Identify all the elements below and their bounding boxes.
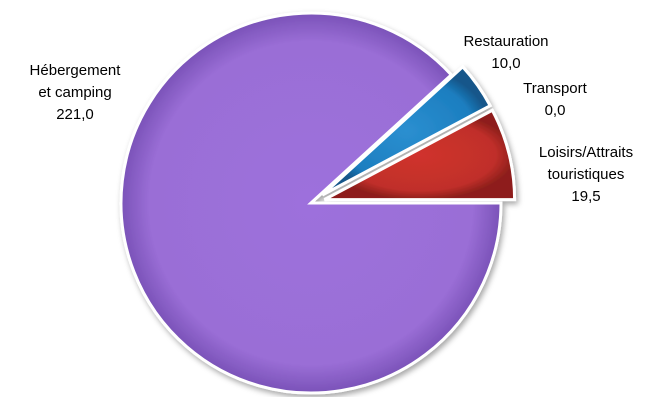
pie-data-label-3: Restauration 10,0 [463,33,548,72]
pie-data-label-2: Transport 0,0 [523,80,587,119]
pie-slice-4 [119,11,503,395]
pie-slice-3 [321,64,493,197]
pie-data-label-1: Loisirs/Attraits touristiques 19,5 [539,144,633,205]
pie-slice-1 [323,108,517,202]
pie-data-label-4: Hébergement et camping 221,0 [30,62,122,123]
